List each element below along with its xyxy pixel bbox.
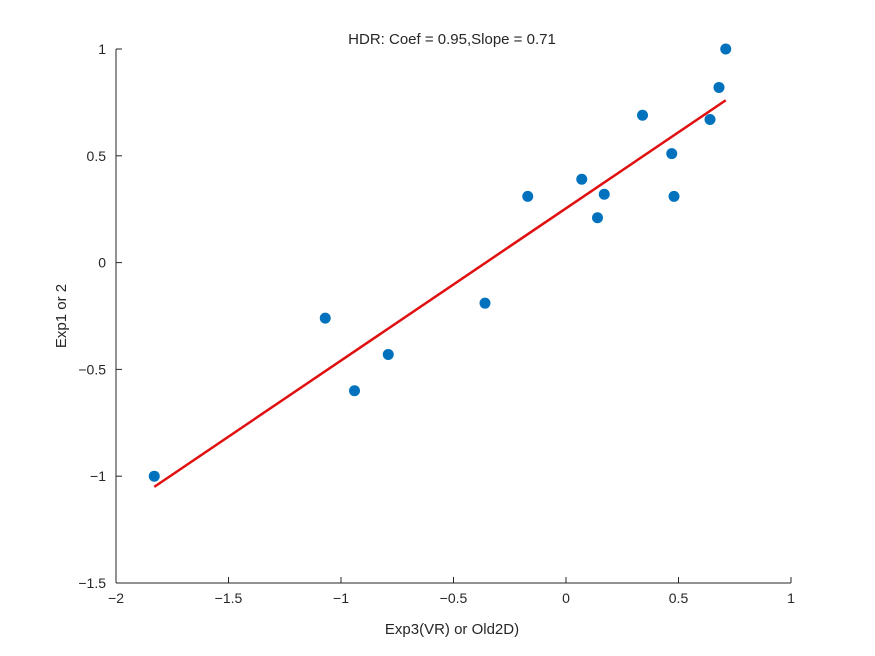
data-point [319, 312, 331, 324]
x-tick-label: 0.5 [669, 590, 689, 606]
data-point [598, 188, 610, 200]
x-axis-label: Exp3(VR) or Old2D) [385, 621, 519, 638]
data-point [576, 173, 588, 185]
x-tick-label: −2 [108, 590, 124, 606]
y-tick-label: −1.5 [78, 575, 106, 591]
data-point [720, 43, 732, 55]
x-tick-label: 1 [787, 590, 795, 606]
chart-title: HDR: Coef = 0.95,Slope = 0.71 [348, 31, 556, 48]
x-tick-label: −0.5 [440, 590, 468, 606]
y-tick-label: −1 [90, 468, 106, 484]
y-axis-label: Exp1 or 2 [53, 284, 70, 348]
y-tick-label: 1 [98, 41, 106, 57]
x-tick-label: −1.5 [215, 590, 243, 606]
data-point [479, 297, 491, 309]
y-tick-label: 0 [98, 255, 106, 271]
data-point [349, 385, 360, 397]
data-point [522, 190, 534, 202]
data-point [704, 113, 716, 125]
data-point [668, 190, 680, 202]
data-point [713, 81, 725, 93]
data-point [637, 109, 648, 121]
x-tick-label: −1 [333, 590, 349, 606]
x-tick-label: 0 [562, 590, 570, 606]
data-point [666, 148, 678, 160]
y-tick-label: 0.5 [87, 148, 107, 164]
fit-line [153, 99, 727, 488]
plot-area: −2 −1.5 −1 −0.5 0 0.5 1−1.5−1−0.500.51 [78, 41, 795, 606]
data-point [592, 212, 603, 224]
y-tick-label: −0.5 [78, 361, 106, 377]
data-point [382, 348, 394, 360]
data-point [148, 470, 160, 482]
